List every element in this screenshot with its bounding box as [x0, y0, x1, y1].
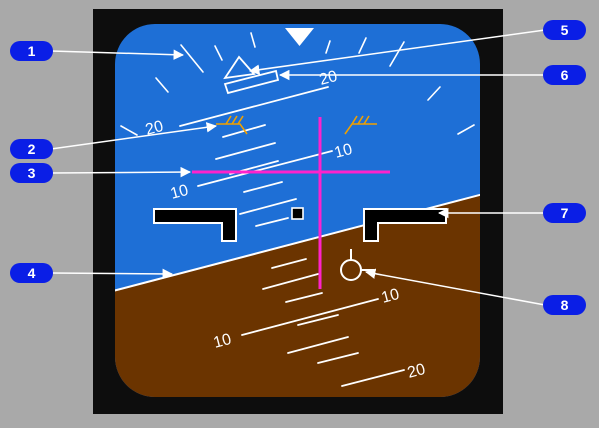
bank-scale: [120, 32, 475, 136]
callout-leader-8: [364, 268, 546, 306]
callout-number: 5: [561, 22, 569, 38]
callout-number: 6: [561, 67, 569, 83]
zenith-triangle: [285, 28, 314, 46]
callout-badge: [543, 20, 586, 40]
attitude-display: 20 20 10 10 10 10 20: [115, 24, 480, 397]
pitch-line-10: [197, 150, 333, 187]
bank-tick-30-left: [180, 44, 204, 73]
pitch-label-ground-20-right: 20: [406, 361, 428, 382]
pitch-label-sky-20-right: 20: [318, 68, 340, 89]
callout-4: 4: [10, 263, 53, 283]
pitch-line-20: [179, 86, 329, 127]
pitch-line-7: [243, 181, 283, 193]
callout-badge: [543, 65, 586, 85]
callout-number: 1: [28, 43, 36, 59]
pitch-label-sky-10-left: 10: [169, 182, 191, 203]
slip-skid-indicator: [223, 69, 280, 95]
pitch-label-ground-10-right: 10: [380, 286, 402, 307]
callout-8: 8: [543, 295, 586, 315]
bank-tick-10-left: [250, 32, 256, 48]
sky-pointer: [223, 55, 256, 80]
callout-3: 3: [10, 163, 53, 183]
callout-badge: [10, 263, 53, 283]
pitch-line-neg12: [297, 314, 339, 326]
pitch-line-15: [215, 142, 276, 160]
pitch-line-neg10: [241, 298, 379, 336]
ground-area: [115, 187, 480, 397]
pitch-line-neg2: [271, 258, 307, 269]
callout-leader-3: [50, 166, 192, 178]
pitch-line-neg20: [341, 369, 405, 387]
callout-7: 7: [543, 203, 586, 223]
callout-number: 4: [28, 265, 36, 281]
pitch-line-2: [255, 217, 289, 227]
callout-number: 8: [561, 297, 569, 313]
callout-badge: [543, 295, 586, 315]
callout-number: 7: [561, 205, 569, 221]
bank-tick-10-right: [325, 40, 331, 54]
aircraft-symbol-left-wing: [153, 208, 237, 242]
pitch-label-sky-10-right: 10: [333, 141, 355, 162]
bank-tick-30-right: [389, 41, 405, 67]
bank-tick-20-left: [214, 45, 223, 61]
pitch-ladder-ground: [241, 258, 405, 387]
callout-leader-4: [50, 268, 174, 280]
callout-6: 6: [543, 65, 586, 85]
pitch-line-neg7: [285, 292, 323, 303]
callout-badge: [10, 163, 53, 183]
flight-director: [192, 117, 390, 289]
pitch-line-neg15: [287, 336, 349, 354]
pitch-line-neg5: [262, 273, 319, 290]
bank-limit-marker-right: [344, 115, 377, 135]
bank-tick-20-right: [358, 37, 367, 54]
aircraft-symbol-center: [291, 207, 304, 220]
callout-leader-2: [50, 122, 218, 150]
bank-tick-60-right: [457, 124, 475, 135]
bank-limit-marker-left: [216, 115, 248, 135]
bank-tick-45-left: [155, 77, 169, 93]
callout-badge: [543, 203, 586, 223]
callout-leader-1: [50, 49, 185, 60]
callout-leader-5: [248, 29, 546, 75]
pitch-line-5: [239, 198, 297, 215]
callout-badge: [10, 139, 53, 159]
horizon-line: [115, 186, 480, 298]
callout-2: 2: [10, 139, 53, 159]
bank-tick-45-right: [427, 86, 441, 101]
pitch-label-ground-10-left: 10: [212, 331, 234, 352]
callout-number: 2: [28, 141, 36, 157]
callout-1: 1: [10, 41, 53, 61]
bank-tick-60-left: [120, 125, 138, 136]
callout-badge: [10, 41, 53, 61]
callout-number: 3: [28, 165, 36, 181]
pitch-line-neg17: [317, 352, 359, 364]
callout-5: 5: [543, 20, 586, 40]
